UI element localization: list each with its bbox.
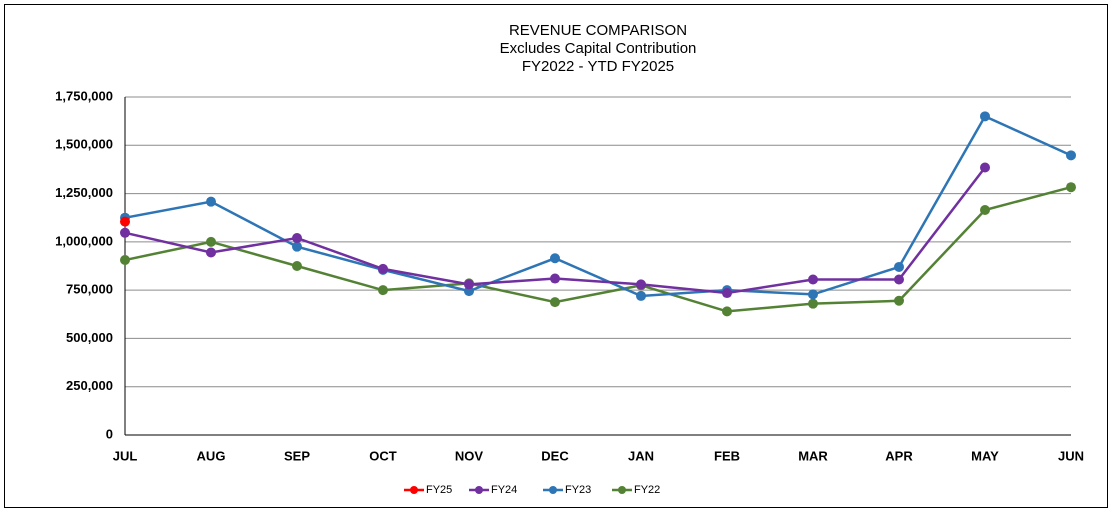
y-tick-label: 500,000 [66,330,113,345]
x-tick-label: MAR [798,448,828,463]
x-tick-label: MAY [971,448,999,463]
data-point [550,253,560,264]
legend-label: FY23 [565,484,591,496]
legend-label: FY25 [426,484,452,496]
y-tick-label: 1,000,000 [55,233,113,248]
data-point [206,247,216,258]
x-tick-label: JUN [1058,448,1084,463]
data-point [980,111,990,122]
legend-marker [549,486,557,494]
data-point [378,285,388,296]
legend-label: FY24 [491,484,517,496]
x-tick-label: JUL [113,448,138,463]
y-tick-label: 0 [106,426,113,441]
data-point [894,274,904,285]
data-point [636,279,646,290]
x-tick-label: AUG [197,448,226,463]
data-point [980,204,990,215]
chart-title: REVENUE COMPARISON [509,22,687,39]
data-point [550,273,560,284]
chart-subtitle: FY2022 - YTD FY2025 [522,58,674,75]
series-line [124,185,1072,313]
data-point [292,241,302,252]
data-point [464,279,474,290]
y-tick-label: 750,000 [66,282,113,297]
x-tick-label: OCT [369,448,397,463]
x-tick-label: SEP [284,448,310,463]
data-point [550,297,560,308]
data-point [894,261,904,272]
data-point [1066,150,1076,161]
data-point [120,216,130,227]
data-point [120,255,130,266]
y-tick-label: 1,250,000 [55,185,113,200]
data-point [808,298,818,309]
data-point [636,290,646,301]
legend-label: FY22 [634,484,660,496]
data-point [120,227,130,238]
data-point [1066,182,1076,193]
data-point [808,274,818,285]
y-tick-label: 1,750,000 [55,88,113,103]
data-point [206,196,216,207]
data-point [292,261,302,271]
legend-marker [410,486,418,494]
data-point [722,306,732,317]
y-tick-label: 250,000 [66,378,113,393]
data-point [980,162,990,173]
x-tick-label: JAN [628,448,654,463]
x-tick-label: DEC [541,448,569,463]
legend-marker [475,486,483,494]
data-point [206,236,216,247]
y-tick-label: 1,500,000 [55,137,113,152]
x-tick-label: FEB [714,448,740,463]
data-point [808,289,818,300]
legend-marker [618,486,626,494]
data-point [894,295,904,306]
x-tick-label: APR [885,448,913,463]
data-point [722,288,732,299]
x-tick-label: NOV [455,448,484,463]
data-point [292,232,302,243]
chart-subtitle: Excludes Capital Contribution [500,40,697,57]
data-point [378,263,388,274]
